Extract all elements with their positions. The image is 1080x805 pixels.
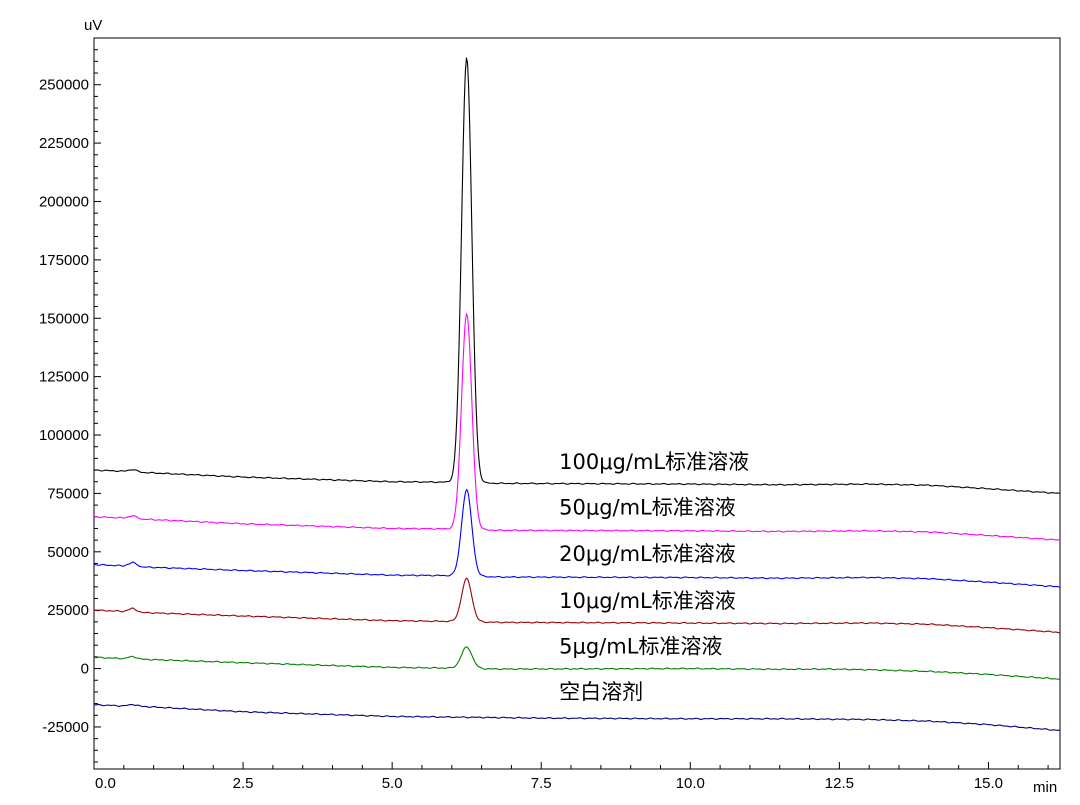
y-tick-label: 75000 xyxy=(47,485,89,502)
series-line xyxy=(93,488,1061,588)
plot-area-frame xyxy=(93,37,1061,770)
series-line xyxy=(93,57,1061,494)
x-unit-label: min xyxy=(1033,779,1057,796)
series-label: 10μg/mL标准溶液 xyxy=(559,589,736,613)
series-lines xyxy=(93,57,1061,731)
x-tick-label: 2.5 xyxy=(233,775,254,792)
y-tick-label: 125000 xyxy=(39,369,89,386)
y-tick-label: 0 xyxy=(81,661,89,678)
x-axis: 0.0 2.5 5.0 7.5 10.0 12.5 15.0 xyxy=(93,762,1049,792)
x-tick-label: 10.0 xyxy=(676,775,705,792)
y-tick-label: 225000 xyxy=(39,135,89,152)
y-tick-label: -25000 xyxy=(42,719,89,736)
y-tick-label: 100000 xyxy=(39,427,89,444)
series-line xyxy=(93,703,1061,731)
y-tick-label: 50000 xyxy=(47,544,89,561)
y-tick-label: 25000 xyxy=(47,602,89,619)
y-unit-label: uV xyxy=(84,17,102,34)
x-tick-label: 5.0 xyxy=(382,775,403,792)
series-label: 空白溶剂 xyxy=(559,680,643,704)
series-line xyxy=(93,577,1061,634)
y-axis: -25000 0 25000 50000 75000 100000 125000 150000… xyxy=(39,37,101,763)
x-tick-label: 15.0 xyxy=(974,775,1003,792)
series-labels: 100μg/mL标准溶液 50μg/mL标准溶液 20μg/mL标准溶液 10μg/m… xyxy=(559,450,749,704)
series-label: 100μg/mL标准溶液 xyxy=(559,450,749,474)
series-label: 20μg/mL标准溶液 xyxy=(559,542,736,566)
series-label: 5μg/mL标准溶液 xyxy=(559,634,722,658)
series-label: 50μg/mL标准溶液 xyxy=(559,495,736,519)
series-line xyxy=(93,646,1061,680)
series-line xyxy=(93,312,1061,541)
y-tick-label: 150000 xyxy=(39,310,89,327)
x-tick-label: 0.0 xyxy=(95,775,116,792)
y-tick-label: 200000 xyxy=(39,193,89,210)
x-tick-label: 7.5 xyxy=(531,775,552,792)
y-tick-label: 175000 xyxy=(39,252,89,269)
x-tick-label: 12.5 xyxy=(825,775,854,792)
y-tick-label: 250000 xyxy=(39,77,89,94)
